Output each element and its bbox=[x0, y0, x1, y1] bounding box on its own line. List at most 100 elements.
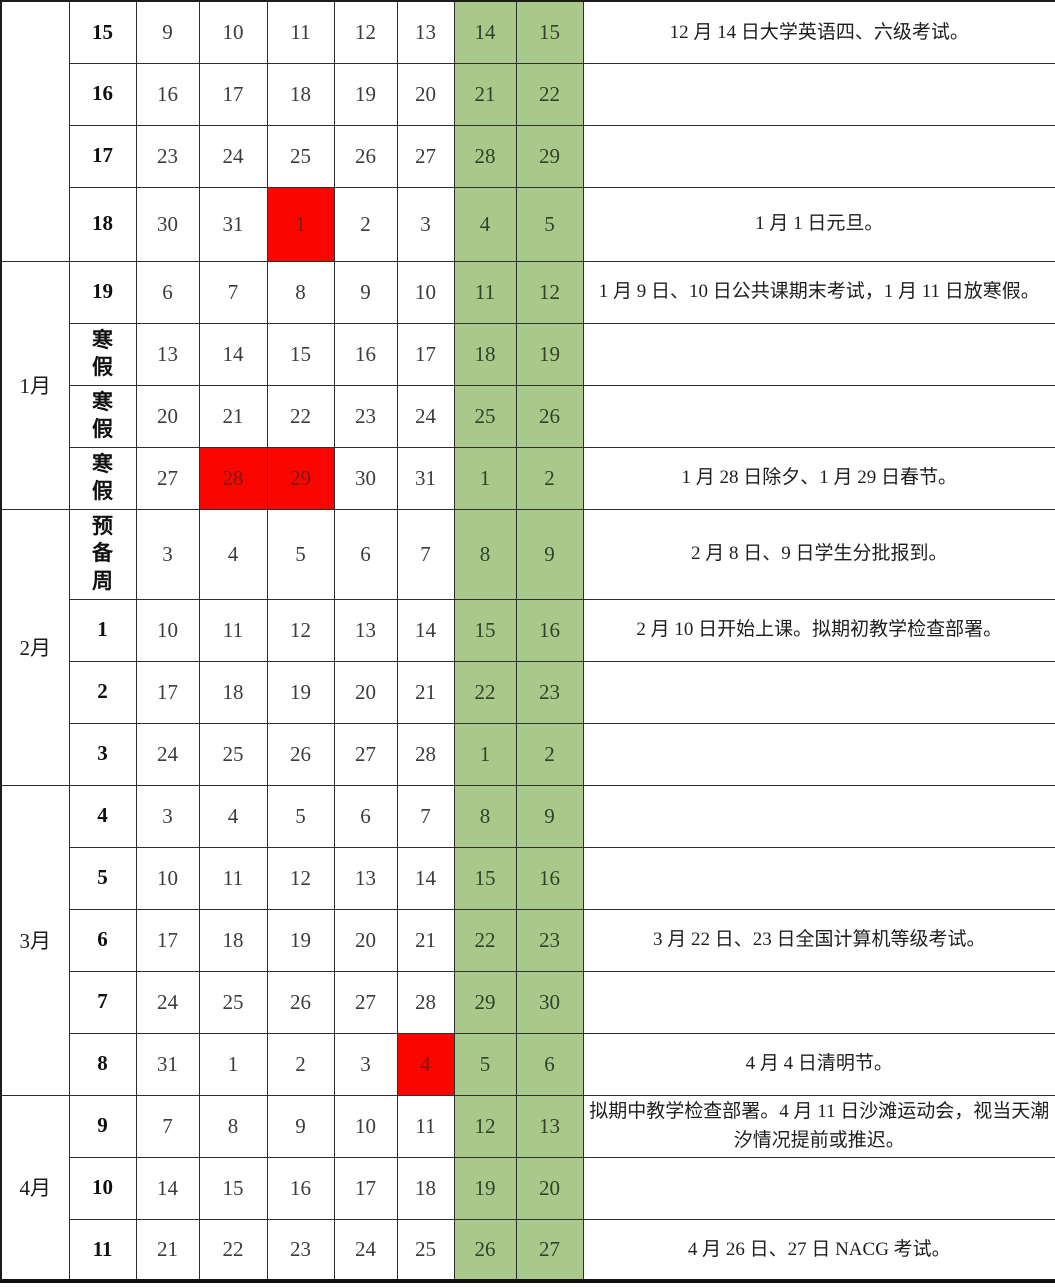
day-cell: 24 bbox=[333, 1218, 398, 1282]
day-cell: 27 bbox=[333, 970, 398, 1034]
week-number-label: 寒假 bbox=[92, 451, 113, 503]
week-number-label: 6 bbox=[97, 927, 108, 952]
weekend-day-cell: 28 bbox=[453, 124, 517, 188]
day-cell: 17 bbox=[135, 660, 200, 724]
calendar-week-row: 16 16 17 18 19 20 21 22 bbox=[1, 62, 1055, 126]
week-number-label: 19 bbox=[92, 279, 113, 304]
day-cell: 1 bbox=[198, 1032, 268, 1096]
week-number-cell: 预备周 bbox=[68, 508, 137, 600]
weekend-day-cell: 27 bbox=[515, 1218, 584, 1282]
day-cell: 22 bbox=[198, 1218, 268, 1282]
day-cell: 28 bbox=[396, 722, 455, 786]
day-cell: 10 bbox=[135, 598, 200, 662]
week-number-label: 5 bbox=[97, 865, 108, 890]
day-cell: 16 bbox=[333, 322, 398, 386]
weekend-day-cell: 6 bbox=[515, 1032, 584, 1096]
week-number-label: 4 bbox=[97, 803, 108, 828]
day-cell: 4 bbox=[198, 784, 268, 848]
calendar-week-row: 11 21 22 23 24 25 26 27 4 月 26 日、27 日 NACG 考试。 bbox=[1, 1218, 1055, 1282]
day-cell: 23 bbox=[266, 1218, 335, 1282]
day-cell: 21 bbox=[396, 908, 455, 972]
day-cell: 10 bbox=[396, 260, 455, 324]
day-cell: 31 bbox=[396, 446, 455, 510]
week-number-label: 16 bbox=[92, 81, 113, 106]
day-cell: 15 bbox=[266, 322, 335, 386]
week-number-label: 8 bbox=[97, 1051, 108, 1076]
weekend-day-cell: 19 bbox=[453, 1156, 517, 1220]
day-cell: 21 bbox=[396, 660, 455, 724]
day-cell: 4 bbox=[198, 508, 268, 600]
calendar-week-row: 2月 预备周 3 4 5 6 7 8 9 2 月 8 日、9 日学生分批报到。 bbox=[0, 508, 1055, 786]
week-number-label: 17 bbox=[92, 143, 113, 168]
note-cell-empty bbox=[582, 1156, 1055, 1220]
weekend-day-cell: 26 bbox=[453, 1218, 517, 1282]
week-number-label: 18 bbox=[92, 211, 113, 236]
day-cell: 18 bbox=[198, 660, 268, 724]
day-cell: 11 bbox=[198, 846, 268, 910]
note-cell-empty bbox=[582, 124, 1055, 188]
day-cell: 30 bbox=[135, 186, 200, 262]
day-cell: 7 bbox=[198, 260, 268, 324]
day-cell: 8 bbox=[198, 1094, 268, 1158]
calendar-week-row: 寒假 27 28 29 30 31 1 2 1 月 28 日除夕、1 月 29 日春节。 bbox=[1, 446, 1055, 510]
weekend-day-cell: 19 bbox=[515, 322, 584, 386]
week-number-cell: 8 bbox=[68, 1032, 137, 1096]
day-cell: 14 bbox=[135, 1156, 200, 1220]
holiday-day-cell: 29 bbox=[266, 446, 335, 510]
week-number-cell: 寒假 bbox=[68, 446, 137, 510]
week-number-cell: 19 bbox=[68, 260, 137, 324]
note-cell: 1 月 1 日元旦。 bbox=[582, 186, 1055, 262]
day-cell: 27 bbox=[135, 446, 200, 510]
note-cell-empty bbox=[582, 384, 1055, 448]
note-cell: 拟期中教学检查部署。4 月 11 日沙滩运动会，视当天潮汐情况提前或推迟。 bbox=[582, 1094, 1055, 1158]
day-cell: 17 bbox=[135, 908, 200, 972]
day-cell: 25 bbox=[396, 1218, 455, 1282]
month-cell: 3月 bbox=[0, 784, 70, 1096]
week-number-cell: 2 bbox=[68, 660, 137, 724]
day-cell: 18 bbox=[396, 1156, 455, 1220]
note-cell-empty bbox=[582, 62, 1055, 126]
day-cell: 16 bbox=[266, 1156, 335, 1220]
day-cell: 11 bbox=[396, 1094, 455, 1158]
note-cell-empty bbox=[582, 322, 1055, 386]
day-cell: 20 bbox=[135, 384, 200, 448]
week-number-cell: 15 bbox=[68, 0, 137, 64]
note-cell: 12 月 14 日大学英语四、六级考试。 bbox=[582, 0, 1055, 64]
weekend-day-cell: 15 bbox=[515, 0, 584, 64]
day-cell: 5 bbox=[266, 508, 335, 600]
day-cell: 17 bbox=[396, 322, 455, 386]
weekend-day-cell: 8 bbox=[453, 508, 517, 600]
weekend-day-cell: 14 bbox=[453, 0, 517, 64]
day-cell: 19 bbox=[333, 62, 398, 126]
weekend-day-cell: 16 bbox=[515, 598, 584, 662]
weekend-day-cell: 15 bbox=[453, 846, 517, 910]
day-cell: 10 bbox=[198, 0, 268, 64]
calendar-week-row: 5 10 11 12 13 14 15 16 bbox=[1, 846, 1055, 910]
day-cell: 3 bbox=[333, 1032, 398, 1096]
day-cell: 3 bbox=[135, 784, 200, 848]
day-cell: 25 bbox=[198, 970, 268, 1034]
weekend-day-cell: 22 bbox=[453, 660, 517, 724]
weekend-day-cell: 2 bbox=[515, 722, 584, 786]
day-cell: 25 bbox=[266, 124, 335, 188]
day-cell: 13 bbox=[396, 0, 455, 64]
day-cell: 31 bbox=[135, 1032, 200, 1096]
day-cell: 18 bbox=[198, 908, 268, 972]
day-cell: 20 bbox=[333, 908, 398, 972]
week-number-cell: 10 bbox=[68, 1156, 137, 1220]
day-cell: 24 bbox=[198, 124, 268, 188]
day-cell: 6 bbox=[135, 260, 200, 324]
day-cell: 31 bbox=[198, 186, 268, 262]
day-cell: 27 bbox=[333, 722, 398, 786]
week-number-cell: 11 bbox=[68, 1218, 137, 1282]
week-number-cell: 9 bbox=[68, 1094, 137, 1158]
weekend-day-cell: 23 bbox=[515, 660, 584, 724]
day-cell: 12 bbox=[333, 0, 398, 64]
calendar-week-row: 3月 4 3 4 5 6 7 8 9 bbox=[0, 784, 1055, 1096]
calendar-week-row: 17 23 24 25 26 27 28 29 bbox=[1, 124, 1055, 188]
calendar-week-row: 寒假 13 14 15 16 17 18 19 bbox=[1, 322, 1055, 386]
note-cell: 2 月 10 日开始上课。拟期初教学检查部署。 bbox=[582, 598, 1055, 662]
note-cell: 4 月 4 日清明节。 bbox=[582, 1032, 1055, 1096]
holiday-day-cell: 4 bbox=[396, 1032, 455, 1096]
